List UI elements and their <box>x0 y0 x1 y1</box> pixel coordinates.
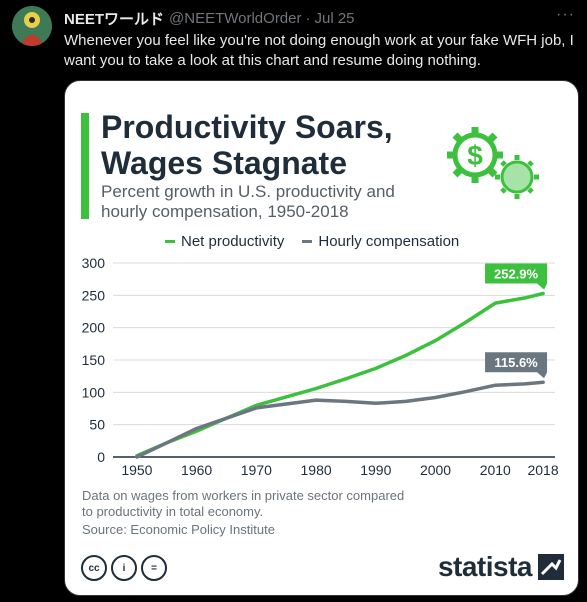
chart-source: Source: Economic Policy Institute <box>82 522 275 537</box>
tweet-header: NEETワールド @NEETWorldOrder · Jul 25 ··· <box>64 6 575 28</box>
subtitle-line-2: hourly compensation, 1950-2018 <box>101 202 349 221</box>
subtitle-line-1: Percent growth in U.S. productivity and <box>101 182 395 201</box>
footnote-line-1: Data on wages from workers in private se… <box>82 488 405 503</box>
infographic-subtitle: Percent growth in U.S. productivity and … <box>101 182 395 222</box>
x-tick-label: 2010 <box>480 462 511 478</box>
y-tick-label: 150 <box>82 352 106 368</box>
productivity-end-label: 252.9% <box>494 266 539 281</box>
license-icons: cc i = <box>81 555 167 581</box>
cc-icon: cc <box>81 555 107 581</box>
tweet-text: Whenever you feel like you're not doing … <box>64 32 574 69</box>
title-line-1: Productivity Soars, <box>101 109 393 145</box>
y-tick-label: 50 <box>89 417 105 433</box>
no-derivatives-icon: = <box>141 555 167 581</box>
legend-label-compensation: Hourly compensation <box>318 233 460 250</box>
chart-legend: Net productivity Hourly compensation <box>165 233 459 250</box>
statista-mark-icon <box>538 554 564 580</box>
chart-footnote: Data on wages from workers in private se… <box>82 488 442 520</box>
x-tick-label: 1950 <box>121 462 152 478</box>
attribution-icon: i <box>111 555 137 581</box>
author-handle[interactable]: @NEETWorldOrder <box>169 9 302 27</box>
avatar[interactable] <box>12 6 52 46</box>
avatar-image <box>12 6 52 46</box>
x-tick-label: 2018 <box>527 462 558 478</box>
gears-dollar-icon: $ <box>447 127 539 199</box>
productivity-end-label-bubble <box>485 263 548 290</box>
title-line-2: Wages Stagnate <box>101 145 347 181</box>
legend-item-productivity: Net productivity <box>165 233 284 250</box>
legend-label-productivity: Net productivity <box>181 233 285 250</box>
svg-text:$: $ <box>467 140 483 171</box>
brand-name: statista <box>437 551 533 582</box>
productivity-line <box>135 291 545 458</box>
x-tick-label: 1990 <box>360 462 391 478</box>
post-date[interactable]: Jul 25 <box>314 9 355 27</box>
compensation-end-label-bubble <box>485 352 548 379</box>
author-name[interactable]: NEETワールド <box>64 10 165 28</box>
x-tick-label: 1980 <box>301 462 332 478</box>
x-tick-label: 2000 <box>420 462 451 478</box>
line-chart: 0 50 100 150 200 250 300 1950 1960 1970 1980 1990 20… <box>82 255 559 478</box>
y-tick-label: 300 <box>82 255 106 271</box>
compensation-end-label: 115.6% <box>494 355 538 370</box>
more-options-icon[interactable]: ··· <box>556 6 575 23</box>
x-tick-label: 1970 <box>241 462 272 478</box>
statista-logo: statista <box>438 551 564 583</box>
legend-item-compensation: Hourly compensation <box>302 233 459 250</box>
infographic-title: Productivity Soars, Wages Stagnate <box>101 109 393 181</box>
legend-swatch-productivity <box>165 240 175 243</box>
legend-swatch-compensation <box>302 240 313 243</box>
y-tick-label: 200 <box>82 320 106 336</box>
compensation-line <box>135 380 545 459</box>
y-tick-label: 100 <box>82 384 106 400</box>
tweet-media-image[interactable]: Productivity Soars, Wages Stagnate Perce… <box>64 80 579 596</box>
footnote-line-2: to productivity in total economy. <box>82 504 264 519</box>
title-accent-bar <box>81 113 89 219</box>
separator: · <box>305 9 311 27</box>
y-tick-label: 0 <box>97 449 105 465</box>
y-tick-label: 250 <box>82 287 106 303</box>
x-tick-label: 1960 <box>181 462 212 478</box>
